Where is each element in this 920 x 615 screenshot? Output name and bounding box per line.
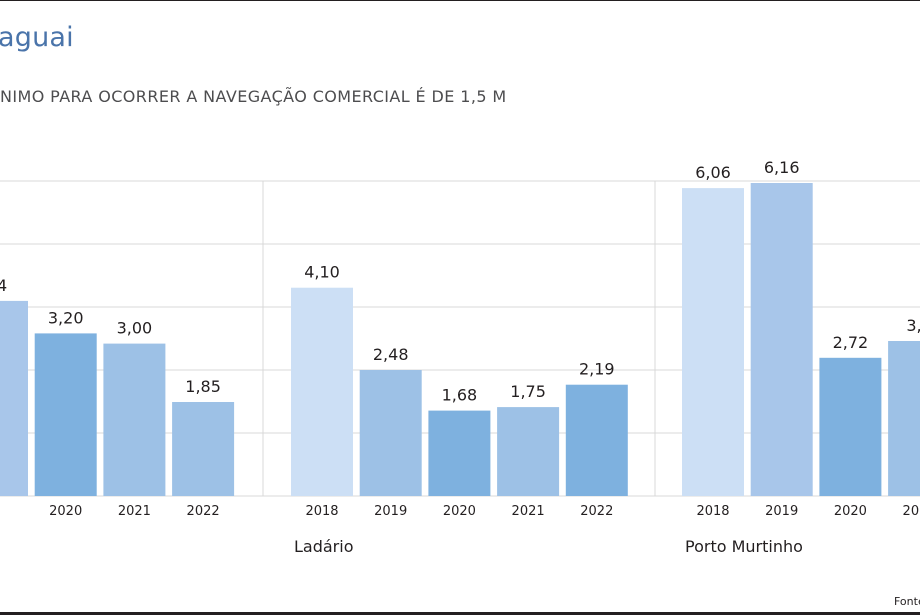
value-label: 3,20 — [48, 308, 84, 327]
group-labels: Ladário Porto Murtinho — [294, 537, 803, 556]
category-label: 2021 — [903, 504, 920, 519]
bar — [819, 357, 882, 496]
category-label: 2020 — [49, 504, 82, 519]
category-label: 2021 — [512, 504, 545, 519]
value-label: 6,06 — [695, 163, 731, 182]
group-label: Porto Murtinho — [685, 537, 803, 556]
category-label: 2019 — [374, 504, 407, 519]
value-labels: 34 3,20 3,00 1,85 4,10 2,48 1,68 1,75 2,19 6,06 6,… — [0, 158, 920, 405]
category-label: 2018 — [305, 504, 338, 519]
category-label: 2020 — [443, 504, 476, 519]
value-label: 2,48 — [373, 345, 409, 364]
value-label: 1,75 — [510, 382, 546, 401]
bar — [172, 402, 235, 496]
bar — [565, 384, 628, 496]
group-separators — [262, 181, 656, 496]
value-label: 3,0 — [906, 316, 920, 335]
category-label: 2022 — [580, 504, 613, 519]
bar — [103, 343, 166, 496]
category-label: 2022 — [187, 504, 220, 519]
value-label: 34 — [0, 276, 7, 295]
category-label: 2019 — [765, 504, 798, 519]
bar — [34, 333, 97, 496]
bar — [359, 370, 422, 496]
bar — [0, 300, 28, 496]
bar — [682, 188, 744, 496]
value-label: 3,00 — [117, 319, 153, 338]
bar — [497, 407, 560, 496]
value-label: 4,10 — [304, 263, 340, 282]
bar — [888, 341, 920, 496]
bar — [428, 410, 491, 496]
value-label: 2,19 — [579, 360, 615, 379]
value-label: 6,16 — [764, 158, 800, 177]
bar — [291, 287, 353, 496]
category-label: 2020 — [834, 504, 867, 519]
bar — [750, 183, 813, 496]
top-border — [0, 0, 920, 1]
bottom-border — [0, 612, 920, 615]
source-label: Fonte — [894, 595, 920, 608]
value-label: 1,85 — [185, 377, 221, 396]
group-label: Ladário — [294, 537, 354, 556]
value-label: 1,68 — [442, 386, 478, 405]
chart-title: aguai — [0, 22, 74, 53]
category-label: 2021 — [118, 504, 151, 519]
bars — [0, 183, 920, 496]
chart-subtitle: NIMO PARA OCORRER A NAVEGAÇÃO COMERCIAL … — [0, 87, 507, 106]
category-label: 2018 — [696, 504, 729, 519]
value-label: 2,72 — [833, 333, 869, 352]
category-labels: 2020 2021 2022 2018 2019 2020 2021 2022 2018 2019… — [49, 504, 920, 519]
